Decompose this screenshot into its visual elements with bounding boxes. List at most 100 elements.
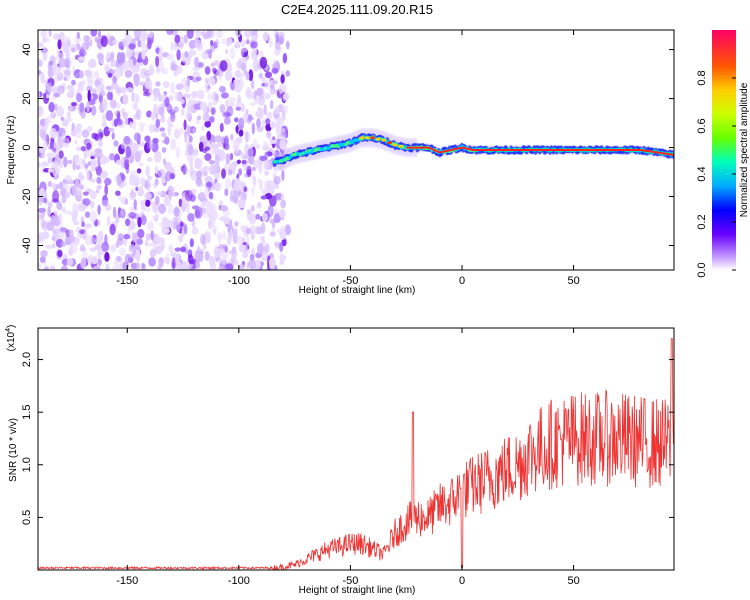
noise-blob: [183, 34, 189, 44]
noise-blob: [176, 261, 184, 270]
noise-blob: [60, 265, 68, 270]
noise-blob: [191, 219, 196, 228]
noise-blob: [220, 205, 228, 212]
noise-blob: [102, 157, 110, 164]
noise-blob: [238, 129, 244, 137]
colorbar: 0.0 0.2 0.4 0.6 0.8 Normalized spectral ampl…: [696, 30, 750, 278]
noise-blob: [112, 39, 118, 46]
snr-y-ticks: 0.5 1.0 1.5 2.0: [21, 352, 674, 525]
noise-blob: [146, 110, 152, 118]
noise-blob: [48, 101, 55, 113]
noise-blob: [133, 199, 137, 210]
noise-blob: [165, 164, 172, 173]
noise-blob: [45, 36, 50, 43]
noise-blob: [73, 154, 79, 166]
noise-blob: [195, 30, 201, 38]
noise-blob: [214, 154, 220, 166]
noise-blob: [137, 228, 145, 239]
noise-blob: [180, 246, 187, 253]
noise-blob: [120, 38, 127, 48]
noise-blob: [118, 65, 123, 73]
noise-blob: [67, 235, 76, 243]
noise-blob: [260, 222, 266, 235]
noise-blob: [161, 216, 169, 227]
noise-blob: [116, 174, 122, 186]
noise-blob: [183, 93, 192, 99]
ridge-peak: [387, 141, 392, 145]
noise-blob: [164, 136, 170, 145]
noise-blob: [189, 157, 193, 168]
y-tick-label: -40: [21, 238, 33, 254]
noise-blob: [167, 124, 171, 136]
noise-blob: [193, 103, 202, 110]
noise-blob: [197, 115, 202, 121]
noise-blob: [136, 168, 142, 174]
noise-blob: [63, 156, 68, 168]
noise-blob: [232, 138, 240, 148]
noise-blob: [214, 145, 219, 155]
noise-blob: [263, 104, 267, 116]
noise-blob: [163, 195, 171, 206]
noise-blob: [144, 78, 153, 90]
noise-blob: [225, 49, 229, 54]
noise-blob: [98, 95, 102, 102]
noise-blob: [47, 157, 53, 164]
noise-blob: [229, 152, 234, 161]
noise-blob: [162, 94, 167, 100]
noise-blob: [173, 70, 178, 77]
colorbar-tick-label: 0.0: [696, 262, 708, 277]
noise-blob: [278, 31, 285, 38]
noise-blob: [280, 74, 285, 84]
noise-blob: [212, 100, 218, 106]
colorbar-gradient: [712, 30, 736, 270]
noise-blob: [168, 244, 173, 253]
noise-blob: [95, 189, 100, 194]
noise-blob: [215, 182, 219, 187]
noise-blob: [270, 120, 275, 130]
noise-blob: [235, 106, 242, 111]
noise-blob: [161, 228, 170, 233]
noise-blob: [80, 146, 87, 152]
ridge-peak: [398, 144, 404, 148]
noise-blob: [69, 229, 74, 238]
noise-blob: [204, 153, 212, 162]
noise-blob: [219, 104, 226, 113]
noise-blob: [194, 209, 201, 219]
noise-blob: [246, 227, 252, 235]
noise-blob: [97, 128, 104, 141]
noise-blob: [257, 243, 264, 255]
noise-blob: [249, 225, 257, 236]
noise-blob: [117, 233, 124, 241]
noise-blob: [150, 230, 154, 241]
noise-blob: [122, 111, 129, 119]
colorbar-tick-label: 0.2: [696, 214, 708, 229]
noise-blob: [176, 49, 181, 61]
noise-blob: [97, 204, 101, 215]
noise-blob: [89, 210, 97, 223]
noise-blob: [115, 84, 122, 97]
x-tick-label: -100: [228, 575, 250, 587]
noise-blob: [84, 163, 89, 169]
noise-blob: [213, 172, 221, 180]
noise-blob: [248, 69, 254, 82]
noise-blob: [185, 249, 193, 255]
y-tick-label: 20: [21, 92, 33, 104]
noise-blob: [116, 52, 123, 64]
noise-blob: [224, 116, 231, 125]
noise-blob: [224, 178, 232, 190]
noise-blob: [204, 230, 211, 238]
noise-blob: [52, 164, 58, 177]
noise-blob: [251, 122, 255, 135]
noise-blob: [168, 95, 174, 102]
noise-blob: [255, 226, 263, 235]
noise-blob: [158, 49, 164, 58]
noise-blob: [115, 241, 120, 249]
noise-blob: [125, 145, 132, 158]
noise-blob: [259, 179, 263, 191]
noise-blob: [116, 110, 121, 123]
noise-blob: [237, 198, 246, 209]
noise-blob: [120, 209, 124, 217]
noise-blob: [123, 180, 128, 187]
noise-blob: [147, 31, 154, 39]
noise-blob: [229, 228, 233, 240]
